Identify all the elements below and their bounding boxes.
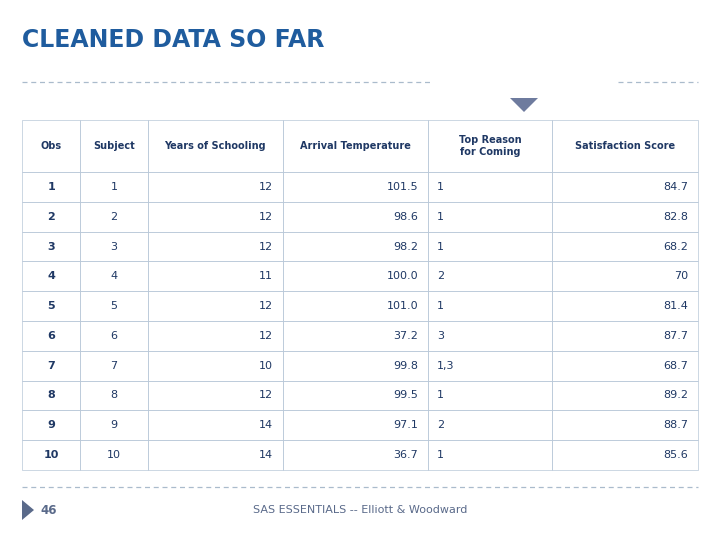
Text: 1: 1 [437, 301, 444, 311]
Text: 12: 12 [259, 241, 273, 252]
Text: 70: 70 [674, 271, 688, 281]
Text: 46: 46 [40, 503, 56, 516]
Text: 3: 3 [437, 331, 444, 341]
Text: 5: 5 [48, 301, 55, 311]
Text: 2: 2 [437, 271, 444, 281]
Text: 101.5: 101.5 [387, 182, 418, 192]
Text: Years of Schooling: Years of Schooling [164, 141, 266, 151]
Text: 5: 5 [111, 301, 117, 311]
Text: 7: 7 [48, 361, 55, 370]
Text: 1: 1 [437, 241, 444, 252]
Text: 89.2: 89.2 [663, 390, 688, 401]
Text: 1: 1 [111, 182, 117, 192]
Text: 87.7: 87.7 [663, 331, 688, 341]
Text: 99.8: 99.8 [393, 361, 418, 370]
Text: 68.7: 68.7 [663, 361, 688, 370]
Text: 1: 1 [437, 182, 444, 192]
Text: 12: 12 [259, 301, 273, 311]
Text: 7: 7 [110, 361, 117, 370]
Text: Satisfaction Score: Satisfaction Score [575, 141, 675, 151]
Text: Top Reason
for Coming: Top Reason for Coming [459, 135, 521, 157]
Text: 98.2: 98.2 [393, 241, 418, 252]
Text: 10: 10 [107, 450, 121, 460]
Text: 12: 12 [259, 212, 273, 222]
Text: 11: 11 [259, 271, 273, 281]
Text: 12: 12 [259, 182, 273, 192]
Text: 8: 8 [110, 390, 117, 401]
Text: 9: 9 [48, 420, 55, 430]
Text: 36.7: 36.7 [394, 450, 418, 460]
Text: 2: 2 [110, 212, 117, 222]
Text: 14: 14 [259, 450, 273, 460]
Text: 10: 10 [43, 450, 59, 460]
Text: 4: 4 [110, 271, 117, 281]
Text: 8: 8 [48, 390, 55, 401]
Text: 6: 6 [111, 331, 117, 341]
Text: CLEANED DATA SO FAR: CLEANED DATA SO FAR [22, 28, 325, 52]
Text: 3: 3 [111, 241, 117, 252]
Text: 6: 6 [48, 331, 55, 341]
Text: 101.0: 101.0 [387, 301, 418, 311]
Text: Subject: Subject [93, 141, 135, 151]
Text: 4: 4 [48, 271, 55, 281]
Text: 2: 2 [48, 212, 55, 222]
Text: 81.4: 81.4 [663, 301, 688, 311]
Text: 1: 1 [437, 390, 444, 401]
Text: 1,3: 1,3 [437, 361, 454, 370]
Text: 84.7: 84.7 [663, 182, 688, 192]
Text: 12: 12 [259, 331, 273, 341]
Text: 37.2: 37.2 [393, 331, 418, 341]
Text: 14: 14 [259, 420, 273, 430]
Text: 10: 10 [259, 361, 273, 370]
Text: Note the explanatory
column labels…: Note the explanatory column labels… [454, 41, 595, 72]
Text: SAS ESSENTIALS -- Elliott & Woodward: SAS ESSENTIALS -- Elliott & Woodward [253, 505, 467, 515]
Text: 88.7: 88.7 [663, 420, 688, 430]
Text: 100.0: 100.0 [387, 271, 418, 281]
Text: Obs: Obs [40, 141, 62, 151]
Text: 85.6: 85.6 [663, 450, 688, 460]
Text: 97.1: 97.1 [393, 420, 418, 430]
Text: 1: 1 [437, 212, 444, 222]
Text: 98.6: 98.6 [393, 212, 418, 222]
Text: 99.5: 99.5 [393, 390, 418, 401]
Text: Arrival Temperature: Arrival Temperature [300, 141, 411, 151]
Text: 12: 12 [259, 390, 273, 401]
Text: 82.8: 82.8 [663, 212, 688, 222]
Text: 3: 3 [48, 241, 55, 252]
Text: 68.2: 68.2 [663, 241, 688, 252]
Text: 2: 2 [437, 420, 444, 430]
Text: 1: 1 [437, 450, 444, 460]
Text: 1: 1 [48, 182, 55, 192]
Text: 9: 9 [110, 420, 117, 430]
